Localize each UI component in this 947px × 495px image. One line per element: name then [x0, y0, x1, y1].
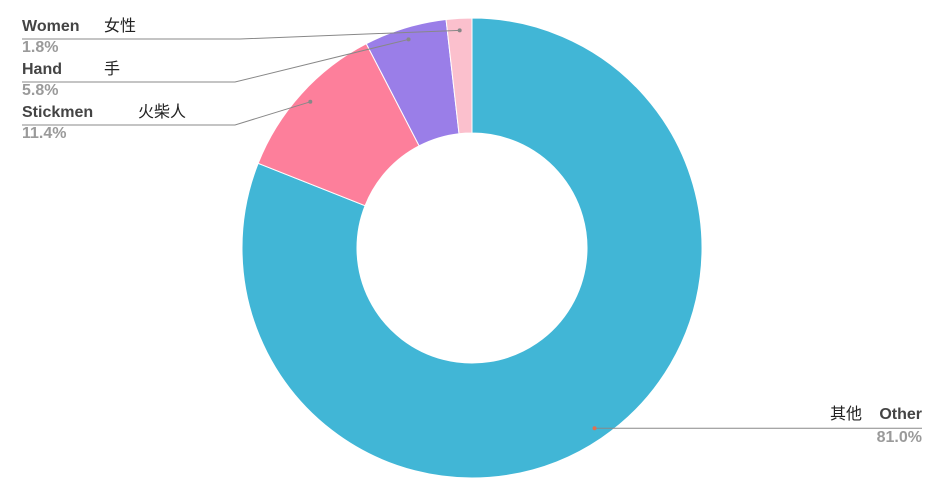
leader-line	[22, 29, 460, 40]
label-en: Women	[22, 18, 79, 35]
label-en: Hand	[22, 61, 62, 78]
value-label: 5.8%	[22, 82, 58, 99]
label-zh: 其他	[830, 405, 862, 423]
label-zh: 女性	[104, 16, 136, 35]
donut-slice	[241, 17, 703, 479]
leader-dot	[308, 99, 313, 104]
leader-dot	[592, 426, 597, 431]
leader-dot	[406, 37, 411, 42]
value-label: 1.8%	[22, 39, 58, 56]
value-label: 81.0%	[877, 429, 922, 446]
value-label: 11.4%	[22, 125, 66, 142]
leader-line	[22, 101, 311, 126]
label-zh: 火柴人	[138, 103, 186, 121]
donut-slice	[445, 17, 473, 135]
label-zh: 手	[104, 60, 120, 78]
label-en: Other	[879, 406, 922, 423]
leader-line	[22, 38, 409, 83]
leader-dot	[457, 28, 462, 33]
label-en: Stickmen	[22, 104, 93, 121]
